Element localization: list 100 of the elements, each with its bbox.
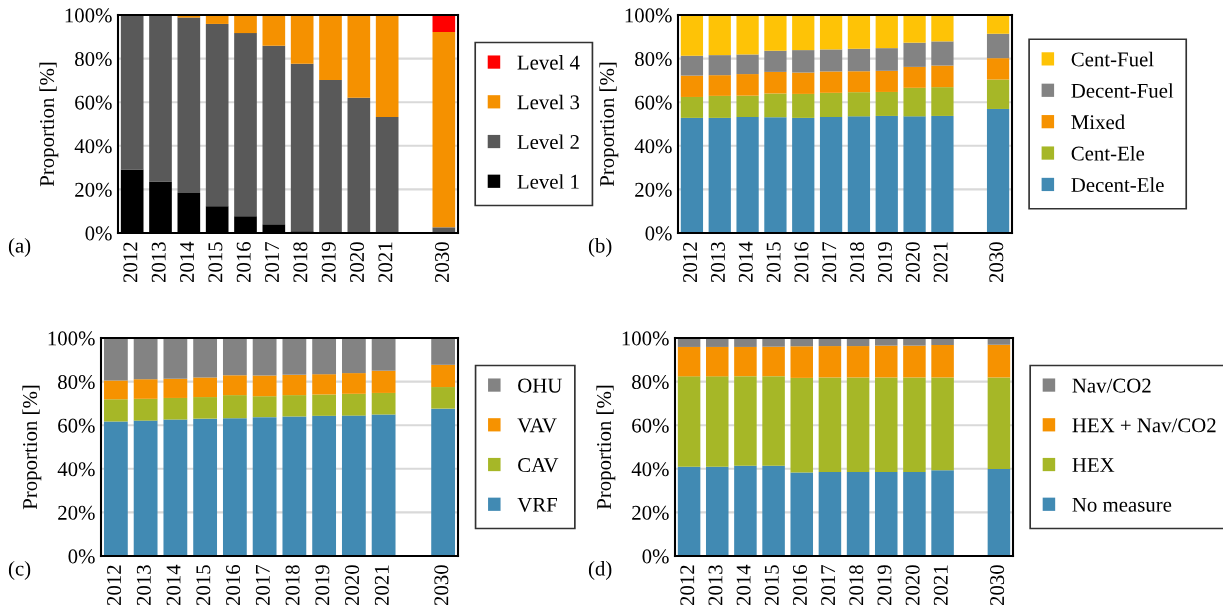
bar	[931, 41, 954, 66]
y-tick-label: 40%	[634, 139, 672, 154]
bar	[819, 92, 843, 118]
x-tick-label: 2015	[208, 242, 223, 283]
bar	[903, 338, 926, 346]
bar	[903, 116, 926, 233]
x-tick-label: 2014	[166, 564, 181, 606]
y-tick-label: 100%	[622, 331, 669, 346]
y-tick-label: 0%	[642, 549, 669, 564]
x-tick-label: 2016	[792, 564, 807, 606]
bar	[371, 370, 396, 393]
x-tick-label: 2017	[821, 564, 836, 606]
y-tick-label: 20%	[58, 505, 95, 520]
bar	[987, 344, 1011, 378]
y-tick-label: 20%	[632, 505, 669, 520]
bar	[818, 346, 842, 378]
bar	[103, 380, 128, 400]
y-tick-label: 20%	[635, 182, 672, 197]
bar	[677, 346, 701, 377]
bar	[874, 345, 898, 378]
legend-label: Level 2	[517, 134, 579, 150]
x-tick-label: 2013	[710, 242, 725, 283]
y-tick-label: 80%	[632, 374, 669, 390]
bar	[705, 376, 729, 467]
bar	[431, 387, 456, 409]
bar	[874, 377, 898, 473]
x-tick-label: 2013	[708, 565, 723, 606]
bar	[234, 33, 257, 217]
bar	[375, 15, 399, 118]
bar	[708, 75, 731, 96]
bar	[792, 72, 815, 94]
bar	[431, 364, 456, 388]
bar	[347, 15, 371, 98]
bar	[163, 419, 188, 556]
bar	[790, 346, 814, 378]
bar	[312, 338, 337, 375]
bar	[149, 15, 172, 182]
bar	[193, 338, 218, 378]
x-tick-label: 2021	[933, 565, 948, 606]
bar	[734, 376, 757, 466]
bar	[341, 373, 366, 394]
legend-label: No measure	[1072, 497, 1172, 512]
bar	[986, 108, 1010, 233]
y-tick-label: 40%	[631, 462, 669, 477]
x-tick-label: 2014	[736, 564, 751, 606]
bar	[986, 15, 1010, 34]
bar	[764, 15, 787, 51]
legend-label: Decent-Ele	[1071, 177, 1164, 192]
x-tick-label: 2013	[136, 565, 151, 606]
y-tick-label: 100%	[48, 331, 95, 346]
x-tick-label: 2030	[990, 565, 1005, 606]
bar	[431, 338, 456, 365]
legend-label: Cent-Fuel	[1071, 51, 1154, 67]
bar	[874, 472, 898, 556]
bar	[163, 338, 188, 379]
x-tick-label: 2019	[877, 242, 892, 283]
x-tick-label: 2016	[236, 241, 251, 283]
bar	[792, 15, 815, 51]
y-axis-title: Proportion [%]	[22, 385, 42, 510]
legend-label: VRF	[517, 497, 557, 512]
bar	[677, 466, 701, 556]
y-tick-label: 80%	[58, 374, 95, 390]
bar	[341, 338, 366, 374]
bar	[736, 54, 759, 75]
bar	[903, 15, 926, 43]
x-tick-label: 2030	[434, 242, 450, 283]
y-tick-label: 60%	[58, 418, 95, 433]
bar	[234, 15, 257, 34]
bar	[252, 396, 277, 418]
bar	[205, 15, 229, 24]
legend-label: Level 4	[517, 54, 580, 70]
x-tick-label: 2012	[683, 242, 698, 283]
bar	[252, 338, 277, 376]
bar	[762, 376, 785, 466]
bar	[764, 117, 787, 233]
x-tick-label: 2018	[285, 565, 300, 606]
x-tick-label: 2019	[877, 565, 892, 606]
bar	[931, 15, 954, 42]
y-tick-label: 40%	[74, 139, 112, 154]
bar	[680, 96, 704, 118]
x-tick-label: 2016	[226, 564, 241, 606]
bar	[762, 338, 785, 347]
bar	[222, 418, 247, 556]
bar	[847, 15, 871, 49]
bar	[282, 416, 307, 556]
bar	[262, 45, 286, 225]
bar	[432, 15, 456, 32]
bar	[262, 15, 286, 46]
bar	[764, 71, 787, 94]
bar	[819, 15, 843, 50]
bar	[986, 33, 1010, 59]
bar	[708, 95, 731, 118]
bar	[903, 87, 926, 117]
legend-label: Level 1	[517, 174, 579, 189]
x-tick-label: 2015	[766, 242, 781, 283]
x-tick-label: 2015	[764, 565, 779, 606]
bar	[846, 472, 870, 556]
x-tick-label: 2017	[822, 241, 837, 283]
bar	[133, 338, 158, 380]
legend-label: Decent-Fuel	[1071, 83, 1174, 98]
